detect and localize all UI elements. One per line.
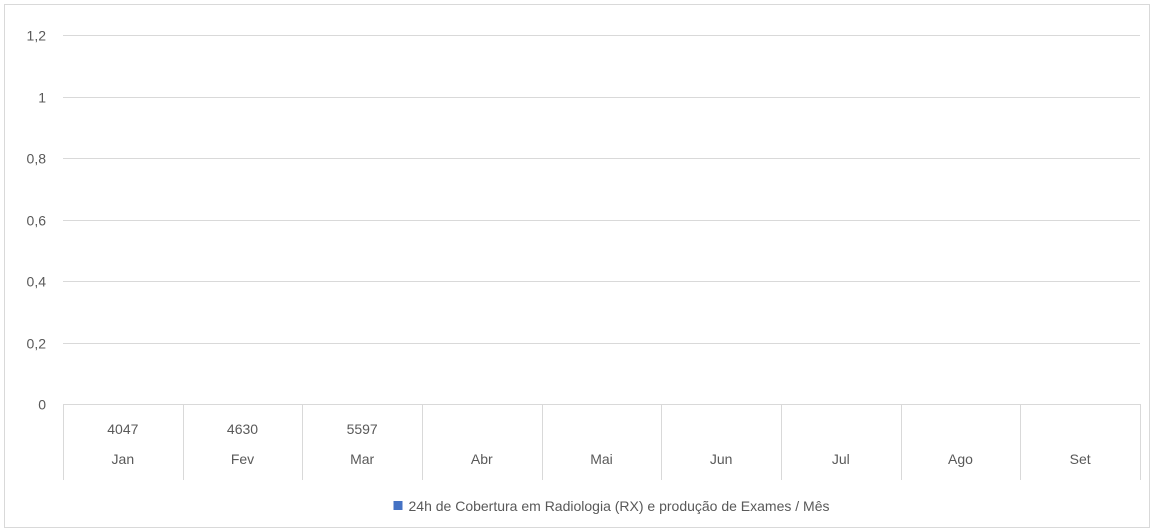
x-tick-label: Ago: [948, 451, 973, 467]
y-tick-label: 0,4: [27, 274, 47, 290]
data-label: 5597: [347, 421, 378, 437]
x-tick-label: Jun: [710, 451, 733, 467]
y-tick-label: 0,8: [27, 151, 47, 167]
x-tick-label: Abr: [471, 451, 493, 467]
x-tick-label: Fev: [231, 451, 254, 467]
x-tick-label: Jul: [832, 451, 850, 467]
y-tick-label: 1,2: [27, 28, 47, 44]
legend-label: 24h de Cobertura em Radiologia (RX) e pr…: [409, 498, 830, 514]
y-tick-label: 1: [38, 90, 46, 106]
y-tick-label: 0,6: [27, 213, 47, 229]
x-tick-label: Set: [1070, 451, 1091, 467]
data-label: 4630: [227, 421, 258, 437]
x-tick-label: Mar: [350, 451, 374, 467]
x-tick-label: Jan: [112, 451, 135, 467]
data-label: 4047: [107, 421, 138, 437]
y-tick-label: 0: [38, 397, 46, 413]
x-tick-label: Mai: [590, 451, 613, 467]
chart-area: [4, 4, 1150, 528]
y-tick-label: 0,2: [27, 336, 47, 352]
legend-swatch: [393, 501, 403, 510]
